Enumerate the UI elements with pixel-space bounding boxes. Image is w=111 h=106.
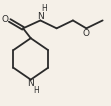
Text: H: H	[42, 4, 48, 13]
Text: O: O	[2, 15, 9, 24]
Text: H: H	[33, 86, 39, 95]
Text: N: N	[27, 79, 34, 88]
Text: O: O	[83, 29, 90, 38]
Text: N: N	[37, 13, 44, 22]
